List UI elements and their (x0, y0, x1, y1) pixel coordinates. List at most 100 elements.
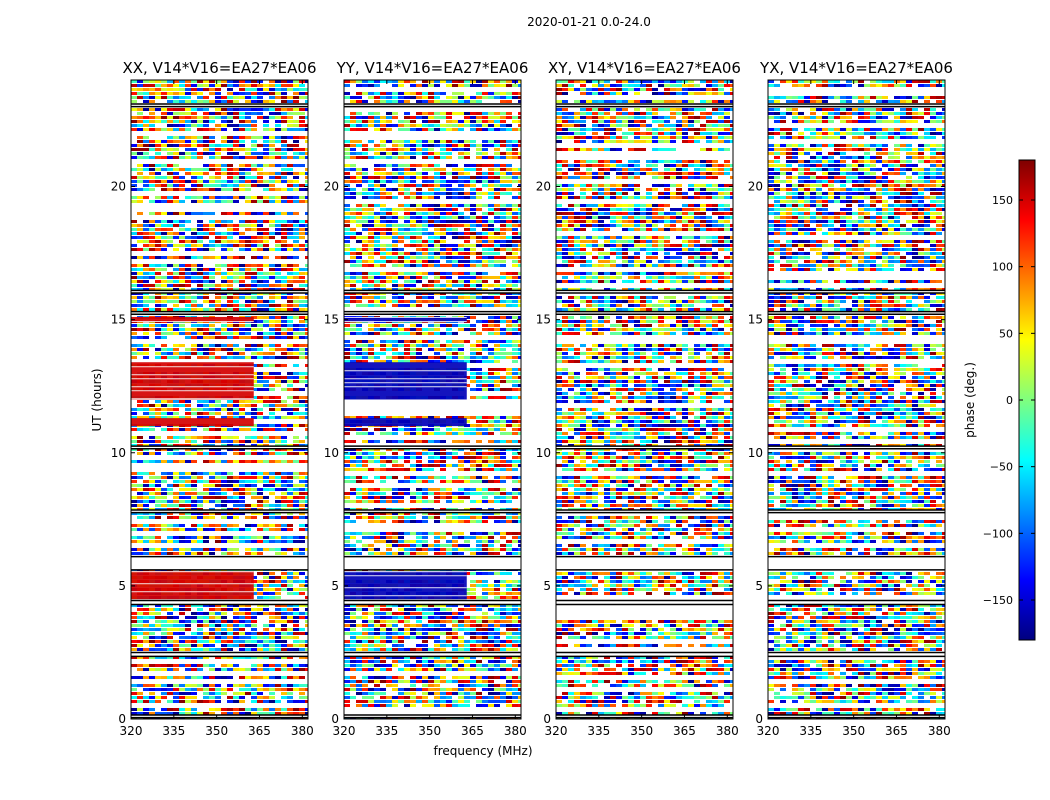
phase-cell (398, 128, 404, 131)
phase-cell (257, 604, 263, 607)
phase-cell (179, 144, 185, 147)
phase-cell (512, 144, 518, 147)
phase-cell (305, 92, 308, 95)
phase-cell (209, 548, 215, 551)
phase-cell (173, 452, 179, 455)
phase-cell (275, 128, 281, 131)
phase-cell (386, 276, 392, 279)
phase-cell (281, 436, 287, 439)
phase-cell (269, 524, 275, 527)
phase-cell (269, 80, 275, 83)
phase-cell (500, 212, 506, 215)
phase-cell (506, 116, 512, 119)
phase-cell (434, 120, 440, 123)
phase-cell (269, 620, 275, 623)
phase-cell (446, 228, 452, 231)
phase-cell (239, 484, 245, 487)
phase-cell (281, 320, 287, 323)
phase-cell (398, 124, 404, 127)
phase-cell (233, 412, 239, 415)
phase-cell (281, 164, 287, 167)
phase-cell (233, 344, 239, 347)
phase-cell (482, 244, 488, 247)
phase-cell (251, 148, 257, 151)
phase-cell (362, 216, 368, 219)
phase-cell (305, 684, 308, 687)
phase-cell (251, 228, 257, 231)
phase-cell (269, 236, 275, 239)
phase-cell (362, 220, 368, 223)
phase-cell (143, 136, 149, 139)
phase-cell (494, 172, 500, 175)
phase-cell (362, 144, 368, 147)
phase-cell (281, 476, 287, 479)
phase-cell (257, 284, 263, 287)
phase-cell (344, 172, 350, 175)
phase-cell (440, 204, 446, 207)
phase-cell (281, 676, 287, 679)
phase-cell (380, 204, 386, 207)
phase-cell (143, 284, 149, 287)
phase-cell (380, 128, 386, 131)
phase-cell (464, 204, 470, 207)
phase-cell (422, 184, 428, 187)
phase-cell (161, 708, 167, 711)
phase-cell (386, 180, 392, 183)
phase-cell (518, 288, 521, 291)
phase-cell (263, 696, 269, 699)
y-tick-label: 20 (111, 180, 126, 194)
phase-cell (251, 200, 257, 203)
phase-cell (221, 500, 227, 503)
phase-cell (368, 208, 374, 211)
phase-cell (299, 308, 305, 311)
phase-cell (476, 96, 482, 99)
phase-cell (161, 628, 167, 631)
phase-cell (203, 188, 209, 191)
axes-frame (130, 79, 309, 720)
phase-cell (251, 196, 257, 199)
phase-cell (512, 152, 518, 155)
phase-cell (167, 516, 173, 519)
phase-cell (257, 668, 263, 671)
phase-cell (287, 712, 293, 715)
phase-cell (233, 452, 239, 455)
phase-cell (275, 496, 281, 499)
phase-cell (404, 212, 410, 215)
phase-cell (239, 144, 245, 147)
phase-cell (464, 220, 470, 223)
phase-cell (269, 396, 275, 399)
phase-cell (293, 220, 299, 223)
phase-cell (269, 96, 275, 99)
phase-cell (464, 124, 470, 127)
phase-cell (422, 148, 428, 151)
phase-cell (155, 436, 161, 439)
phase-cell (281, 580, 287, 583)
phase-cell (251, 608, 257, 611)
phase-cell (440, 128, 446, 131)
phase-cell (173, 608, 179, 611)
phase-cell (155, 284, 161, 287)
phase-cell (221, 628, 227, 631)
phase-cell (137, 84, 143, 87)
phase-cell (470, 116, 476, 119)
phase-cell (293, 684, 299, 687)
phase-cell (434, 280, 440, 283)
phase-cell (446, 148, 452, 151)
phase-cell (434, 124, 440, 127)
phase-cell (185, 648, 191, 651)
phase-cell (137, 472, 143, 475)
phase-cell (131, 644, 137, 647)
flag-gap (131, 556, 308, 570)
phase-cell (380, 252, 386, 255)
phase-cell (227, 212, 233, 215)
phase-cell (149, 112, 155, 115)
phase-cell (350, 264, 356, 267)
phase-cell (233, 356, 239, 359)
phase-cell (488, 264, 494, 267)
phase-cell (233, 116, 239, 119)
phase-cell (173, 84, 179, 87)
phase-cell (518, 296, 521, 299)
phase-cell (239, 108, 245, 111)
phase-cell (203, 656, 209, 659)
phase-cell (155, 220, 161, 223)
